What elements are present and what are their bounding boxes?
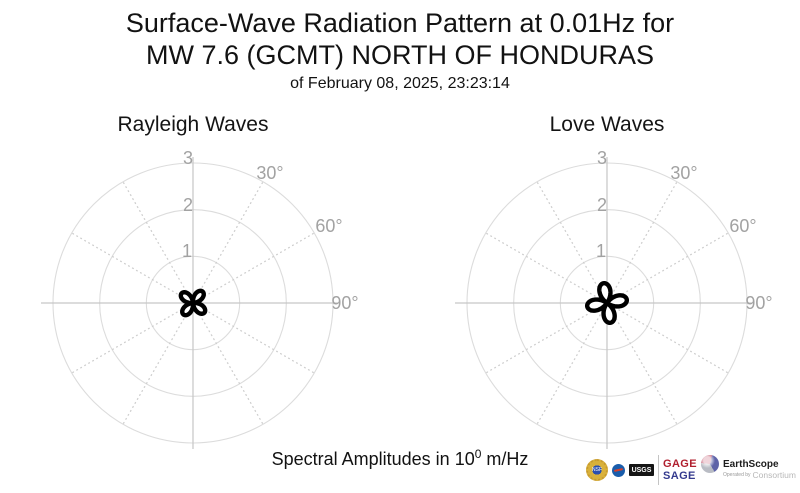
nsf-logo-text: NSF bbox=[592, 467, 602, 473]
angle-gridline-330 bbox=[536, 181, 608, 304]
rayleigh-plot-title: Rayleigh Waves bbox=[117, 113, 269, 136]
nsf-logo-icon: NSF bbox=[586, 459, 608, 481]
angle-gridline-30 bbox=[192, 181, 264, 304]
angle-gridline-60 bbox=[192, 232, 315, 304]
angle-gridline-60 bbox=[606, 232, 729, 304]
angle-gridline-150 bbox=[192, 302, 264, 425]
angle-gridline-300 bbox=[485, 232, 608, 304]
radial-tick-label-3: 3 bbox=[183, 148, 193, 168]
nasa-logo-icon bbox=[612, 463, 625, 477]
earthscope-globe-icon bbox=[701, 455, 719, 473]
figure-datetime: of February 08, 2025, 23:23:14 bbox=[290, 74, 510, 92]
angle-tick-label-60: 60° bbox=[315, 216, 342, 236]
caption-exponent: 0 bbox=[474, 447, 482, 461]
angle-tick-label-30: 30° bbox=[256, 163, 283, 183]
earthscope-logo: EarthScope Operated by Consortium bbox=[723, 459, 796, 481]
radial-tick-label-3: 3 bbox=[597, 148, 607, 168]
love-plot-title: Love Waves bbox=[549, 113, 665, 136]
angle-gridline-150 bbox=[606, 302, 678, 425]
radial-tick-label-2: 2 bbox=[183, 195, 193, 215]
angle-gridline-240 bbox=[485, 302, 608, 374]
radial-tick-label-1: 1 bbox=[182, 241, 192, 261]
angle-gridline-120 bbox=[606, 302, 729, 374]
figure-title-line2: MW 7.6 (GCMT) NORTH OF HONDURAS bbox=[146, 39, 654, 70]
figure-title-block: Surface-Wave Radiation Pattern at 0.01Hz… bbox=[0, 8, 800, 94]
angle-gridline-120 bbox=[192, 302, 315, 374]
amplitude-caption: Spectral Amplitudes in 100 m/Hz bbox=[0, 447, 800, 470]
logo-bar: NSF USGS GAGE SAGE EarthScope Operated b… bbox=[586, 453, 796, 487]
angle-gridline-30 bbox=[606, 181, 678, 304]
angle-tick-label-90: 90° bbox=[331, 293, 358, 313]
earthscope-logo-text: EarthScope bbox=[723, 459, 779, 470]
figure-title-line1: Surface-Wave Radiation Pattern at 0.01Hz… bbox=[125, 8, 675, 38]
usgs-logo-icon: USGS bbox=[629, 464, 654, 476]
angle-tick-label-30: 30° bbox=[670, 163, 697, 183]
caption-suffix: m/Hz bbox=[481, 449, 529, 469]
gage-sage-logo: GAGE SAGE bbox=[663, 458, 697, 482]
logo-divider bbox=[658, 455, 659, 485]
radial-tick-label-1: 1 bbox=[596, 241, 606, 261]
caption-prefix: Spectral Amplitudes in 10 bbox=[271, 449, 475, 469]
radial-tick-label-2: 2 bbox=[597, 195, 607, 215]
angle-gridline-210 bbox=[122, 302, 194, 425]
angle-gridline-210 bbox=[536, 302, 608, 425]
love-polar-plot: 1 2 3 30° 60° 90° bbox=[455, 148, 773, 449]
gage-logo-text: GAGE bbox=[663, 458, 697, 470]
rayleigh-radiation-pattern bbox=[178, 288, 208, 318]
operated-by-text: Operated by bbox=[723, 472, 751, 478]
rayleigh-polar-plot: 1 2 3 30° 60° 90° bbox=[41, 148, 359, 449]
sage-logo-text: SAGE bbox=[663, 470, 696, 482]
angle-tick-label-90: 90° bbox=[745, 293, 772, 313]
earthscope-logo-subline: Operated by Consortium bbox=[723, 470, 796, 480]
angle-gridline-330 bbox=[122, 181, 194, 304]
love-radiation-pattern bbox=[584, 280, 630, 326]
angle-gridline-300 bbox=[71, 232, 194, 304]
angle-gridline-240 bbox=[71, 302, 194, 374]
consortium-text: Consortium bbox=[752, 470, 796, 480]
angle-tick-label-60: 60° bbox=[729, 216, 756, 236]
